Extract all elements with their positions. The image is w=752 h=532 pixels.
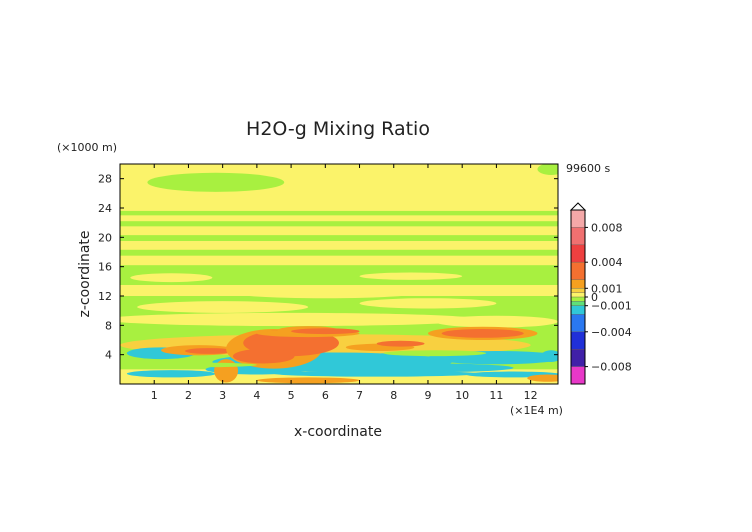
y-unit-label: (×1000 m): [57, 141, 117, 154]
y-axis-label: z-coordinate: [77, 230, 93, 317]
x-tick-label: 5: [288, 389, 295, 402]
x-tick-label: 1: [151, 389, 158, 402]
colorbar: [569, 202, 587, 385]
field-blob: [154, 362, 257, 368]
colorbar-tick-label: −0.008: [591, 361, 632, 374]
x-tick-label: 4: [253, 389, 260, 402]
x-tick-label: 3: [219, 389, 226, 402]
chart-title: H2O-g Mixing Ratio: [246, 118, 430, 140]
field-blob: [540, 350, 558, 362]
y-tick-label: 4: [105, 349, 112, 362]
field-blob: [126, 370, 216, 378]
field-blob: [185, 348, 233, 354]
x-tick-label: 9: [424, 389, 431, 402]
field-blob: [441, 329, 524, 338]
colorbar-tick-label: 0: [591, 291, 598, 304]
colorbar-segment: [571, 301, 585, 306]
x-tick-label: 12: [524, 389, 538, 402]
field-blob: [120, 312, 480, 327]
colorbar-tick-label: 0.008: [591, 221, 623, 234]
field-blob: [147, 172, 285, 192]
x-tick-label: 6: [322, 389, 329, 402]
colorbar-segment: [571, 288, 585, 293]
x-unit-label: (×1E4 m): [510, 404, 563, 417]
field-blob: [137, 301, 309, 313]
colorbar-tick-label: 0.001: [591, 282, 623, 295]
colorbar-segment: [571, 305, 585, 315]
y-tick-label: 24: [98, 202, 112, 215]
colorbar-tick-label: 0.004: [591, 256, 623, 269]
colorbar-segment: [571, 210, 585, 228]
x-tick-label: 11: [489, 389, 503, 402]
colorbar-segment: [571, 292, 585, 297]
field-blob: [434, 315, 558, 328]
x-axis-ticks: 1 2 3 4 5 6 7 8 9 10 11 12: [151, 164, 538, 402]
y-tick-label: 28: [98, 173, 112, 186]
colorbar-segment: [571, 262, 585, 280]
time-label: 99600 s: [566, 162, 610, 175]
contour-field: [120, 164, 558, 384]
field-blob: [214, 359, 239, 383]
y-tick-label: 20: [98, 231, 112, 244]
field-blob: [537, 164, 558, 175]
y-tick-label: 8: [105, 319, 112, 332]
field-band: [120, 210, 558, 216]
colorbar-segment: [571, 331, 585, 350]
field-blob: [130, 273, 213, 283]
plot-frame: [119, 163, 559, 385]
colorbar-segment: [571, 297, 585, 302]
field-band: [120, 265, 558, 285]
field-band: [120, 221, 558, 227]
x-axis-label: x-coordinate: [294, 424, 382, 440]
x-tick-label: 2: [185, 389, 192, 402]
y-tick-label: 12: [98, 290, 112, 303]
x-tick-label: 8: [390, 389, 397, 402]
field-blob: [342, 363, 514, 373]
colorbar-segment: [571, 279, 585, 289]
colorbar-segment: [571, 314, 585, 332]
field-blob: [222, 285, 428, 299]
field-blob: [376, 340, 425, 347]
colorbar-tick-label: −0.004: [591, 326, 632, 339]
field-blob: [273, 370, 480, 377]
colorbar-segment: [571, 366, 585, 384]
colorbar-segment: [571, 349, 585, 367]
colorbar-max-arrow: [569, 202, 587, 211]
field-blob: [291, 328, 360, 335]
field-blob: [383, 350, 487, 357]
y-axis-ticks: 4 8 12 16 20 24 28: [98, 173, 558, 362]
colorbar-segment: [571, 227, 585, 245]
field-blob: [359, 298, 497, 309]
x-tick-label: 10: [455, 389, 469, 402]
x-tick-label: 7: [356, 389, 363, 402]
colorbar-tick-label: −0.001: [591, 300, 632, 313]
y-tick-label: 16: [98, 261, 112, 274]
field-blob: [256, 377, 360, 384]
colorbar-segment: [571, 244, 585, 263]
field-blob: [232, 348, 295, 364]
field-blob: [527, 374, 558, 382]
field-band: [120, 235, 558, 241]
field-blob: [359, 272, 463, 280]
field-band: [120, 249, 558, 256]
